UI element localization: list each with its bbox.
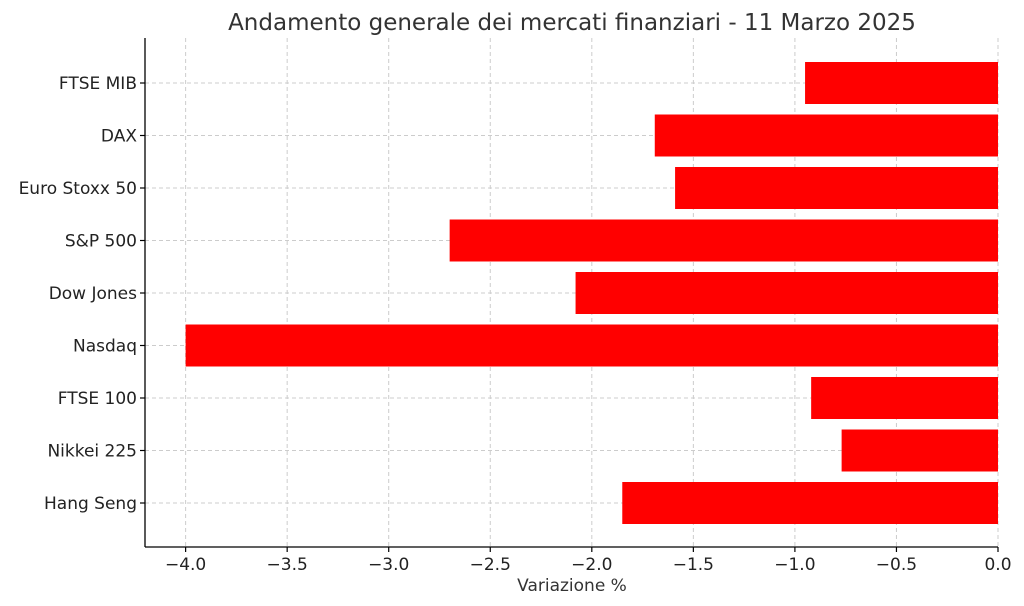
x-axis-label: Variazione % [517, 576, 627, 596]
y-tick-label: FTSE 100 [58, 389, 137, 409]
x-tick-label: −2.0 [571, 555, 612, 575]
bar [185, 324, 999, 367]
x-tick-label: −2.5 [470, 555, 511, 575]
bar [841, 429, 998, 472]
y-tick-label: Dow Jones [49, 284, 137, 304]
y-tick-label: Nasdaq [73, 337, 137, 357]
y-tick-label: Euro Stoxx 50 [19, 179, 137, 199]
y-tick-label: FTSE MIB [59, 74, 137, 94]
y-tick-label: DAX [101, 127, 137, 147]
bars [185, 62, 999, 524]
bar [811, 377, 998, 419]
y-tick-label: S&P 500 [65, 232, 137, 252]
bar [654, 114, 998, 157]
y-axis-ticks: FTSE MIB DAX Euro Stoxx 50 S&P 500 Dow Jones… [19, 74, 145, 514]
bar [622, 482, 998, 524]
chart-title: Andamento generale dei mercati finanziar… [228, 10, 916, 36]
bar [675, 167, 998, 209]
x-tick-label: 0.0 [984, 555, 1011, 575]
x-tick-label: −0.5 [876, 555, 917, 575]
x-tick-label: −1.5 [673, 555, 714, 575]
x-tick-label: −4.0 [165, 555, 206, 575]
x-axis-ticks: −4.0 −3.5 −3.0 −2.5 −2.0 −1.5 −1.0 −0.5 0.0 [165, 547, 1012, 575]
y-tick-label: Nikkei 225 [47, 442, 137, 462]
bar [575, 272, 998, 314]
x-tick-label: −3.0 [368, 555, 409, 575]
x-tick-label: −3.5 [267, 555, 308, 575]
bar [449, 219, 999, 262]
x-tick-label: −1.0 [774, 555, 815, 575]
bar [805, 62, 998, 104]
y-tick-label: Hang Seng [44, 494, 137, 514]
